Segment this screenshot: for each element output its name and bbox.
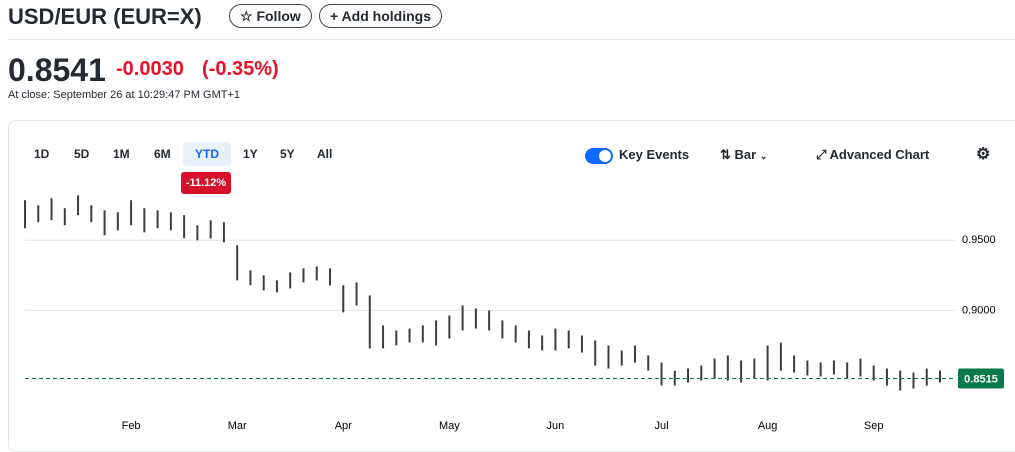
last-price-label: 0.8515 [964, 373, 998, 385]
advanced-chart-button[interactable]: ⤢ Advanced Chart [816, 147, 930, 162]
title: USD/EUR (EUR=X) [8, 4, 202, 29]
chart-style-label: Bar [734, 147, 757, 162]
range-option[interactable]: 1D [34, 147, 50, 161]
price: 0.8541 [8, 52, 106, 88]
x-tick-label: Mar [228, 420, 247, 432]
follow-button[interactable]: ☆ Follow [229, 4, 312, 28]
y-tick-label: 0.9000 [962, 304, 996, 316]
range-option[interactable]: 1Y [243, 147, 258, 161]
range-option[interactable]: 5D [74, 147, 90, 161]
range-option[interactable]: 6M [154, 147, 171, 161]
change: -0.0030 [116, 58, 184, 80]
x-tick-label: Apr [335, 420, 352, 432]
chart: 0.9500 0.9000 Feb Mar Apr May Jun Jul Aug Sep 0.85… [24, 195, 1004, 432]
x-tick-label: Jul [654, 420, 668, 432]
separator [8, 39, 1015, 40]
last-price-box [958, 368, 1004, 389]
x-tick-label: May [439, 420, 460, 432]
x-tick-label: Jun [547, 420, 565, 432]
range-option[interactable]: 1M [113, 147, 130, 161]
range-option[interactable]: 5Y [280, 147, 295, 161]
y-tick-label: 0.9500 [962, 234, 996, 246]
range-option[interactable]: YTD [195, 147, 219, 161]
settings-button[interactable]: ⚙ [976, 146, 991, 163]
close-note: At close: September 26 at 10:29:47 PM GM… [8, 89, 241, 101]
add-holdings-label: Add holdings [341, 8, 431, 24]
add-holdings-button[interactable]: + Add holdings [319, 4, 442, 28]
x-tick-label: Feb [122, 420, 141, 432]
range-change-badge: -11.12% [181, 172, 231, 194]
toggle-switch [585, 147, 613, 164]
key-events-label: Key Events [619, 147, 690, 162]
chart-style-menu[interactable]: ⇅ Bar ⌄ [720, 147, 768, 162]
range-option[interactable]: All [317, 147, 333, 161]
x-tick-label: Aug [758, 420, 778, 432]
page: {"header": {"title": "USD/EUR (EUR=X)", … [8, 4, 1015, 452]
range-selected [183, 142, 231, 166]
follow-label: Follow [256, 8, 301, 24]
x-tick-label: Sep [864, 420, 884, 432]
key-events-toggle[interactable]: Key Events [585, 147, 689, 164]
change-percent: (-0.35%) [202, 58, 279, 80]
advanced-chart-label: Advanced Chart [829, 147, 930, 162]
